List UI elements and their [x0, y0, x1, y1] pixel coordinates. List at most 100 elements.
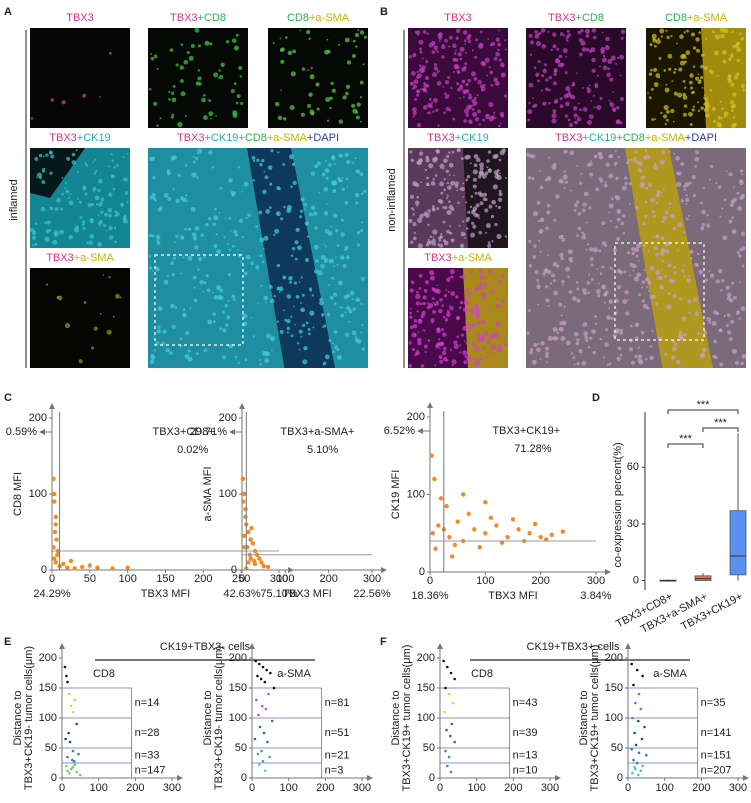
cell-dot — [122, 155, 125, 159]
cell-dot — [641, 299, 645, 303]
cell-dot — [478, 123, 482, 126]
x-tick-label: 200 — [194, 573, 212, 585]
cell-dot — [278, 187, 281, 190]
cell-dot — [261, 260, 265, 263]
cell-dot — [338, 43, 341, 46]
cell-dot — [230, 345, 233, 349]
point — [272, 686, 276, 690]
cell-dot — [438, 309, 443, 314]
point — [635, 761, 639, 765]
cell-dot — [527, 109, 533, 115]
cell-dot — [444, 80, 450, 85]
cell-dot — [740, 193, 746, 199]
cell-dot — [465, 201, 468, 204]
cell-dot — [684, 86, 687, 89]
point — [63, 665, 67, 669]
cell-dot — [245, 217, 248, 220]
cell-dot — [184, 114, 187, 117]
cell-dot — [294, 323, 296, 326]
cell-dot — [443, 158, 448, 163]
cell-dot — [472, 209, 476, 213]
y-tick-label: 150 — [605, 682, 623, 694]
cell-dot — [739, 281, 741, 283]
cell-dot — [247, 213, 251, 217]
cell-dot — [271, 349, 273, 351]
cell-dot — [488, 102, 494, 108]
cell-dot — [360, 221, 364, 224]
cell-dot — [552, 261, 558, 267]
cell-dot — [580, 40, 586, 46]
cell-dot — [621, 185, 627, 191]
cell-dot — [298, 329, 303, 334]
cell-dot — [348, 309, 353, 314]
point — [241, 499, 246, 504]
cell-dot — [108, 51, 112, 55]
cell-dot — [498, 197, 503, 202]
cell-dot — [601, 241, 607, 246]
cell-dot — [342, 95, 347, 100]
cell-dot — [319, 300, 324, 306]
cell-dot — [585, 221, 588, 224]
cell-dot — [322, 361, 327, 366]
label-part: +CK19 — [77, 132, 111, 144]
cell-dot — [180, 91, 186, 97]
cell-dot — [554, 99, 559, 104]
cell-dot — [590, 100, 593, 102]
cell-dot — [341, 306, 343, 309]
cell-dot — [159, 206, 163, 210]
cell-dot — [734, 43, 740, 49]
cell-dot — [462, 220, 465, 223]
cell-dot — [308, 37, 311, 40]
cell-dot — [722, 235, 728, 241]
cell-dot — [655, 73, 661, 78]
cell-dot — [721, 117, 724, 120]
cell-dot — [480, 334, 486, 340]
point — [262, 731, 266, 735]
cell-dot — [462, 30, 468, 35]
cell-dot — [449, 269, 455, 275]
cell-dot — [614, 149, 617, 152]
point — [80, 564, 85, 570]
cell-dot — [689, 256, 693, 260]
cell-dot — [184, 227, 188, 231]
cell-dot — [86, 241, 89, 245]
cell-dot — [166, 169, 170, 173]
cell-dot — [728, 219, 733, 224]
micrograph-region — [30, 148, 85, 198]
cell-dot — [658, 56, 662, 60]
cell-dot — [106, 329, 112, 335]
cell-dot — [339, 255, 345, 260]
cell-dot — [633, 276, 639, 282]
cell-dot — [290, 315, 293, 318]
cell-dot — [303, 346, 308, 351]
y-tick-label: 200 — [39, 652, 57, 664]
cell-dot — [265, 333, 271, 339]
cell-dot — [188, 55, 194, 61]
cell-dot — [664, 241, 670, 247]
cell-dot — [148, 266, 153, 270]
cell-dot — [442, 220, 446, 224]
cell-dot — [422, 30, 427, 34]
image-label: TBX3+CD8 — [170, 12, 226, 24]
cell-dot — [361, 347, 366, 351]
point — [55, 552, 60, 557]
point — [450, 722, 454, 726]
cell-dot — [314, 226, 318, 230]
point — [436, 523, 441, 528]
label-part: TBX3 — [427, 132, 455, 144]
cell-dot — [477, 109, 481, 114]
cell-dot — [443, 205, 448, 210]
cell-dot — [440, 44, 446, 50]
cell-dot — [417, 337, 422, 343]
cell-dot — [667, 263, 672, 268]
point — [636, 773, 640, 777]
cell-dot — [608, 307, 611, 310]
cell-dot — [664, 87, 670, 93]
cell-dot — [34, 242, 38, 247]
cell-dot — [708, 270, 711, 273]
micrograph-background — [30, 28, 130, 128]
cell-dot — [153, 54, 158, 59]
cell-dot — [556, 47, 560, 51]
cell-dot — [593, 154, 598, 159]
cell-dot — [677, 249, 679, 252]
